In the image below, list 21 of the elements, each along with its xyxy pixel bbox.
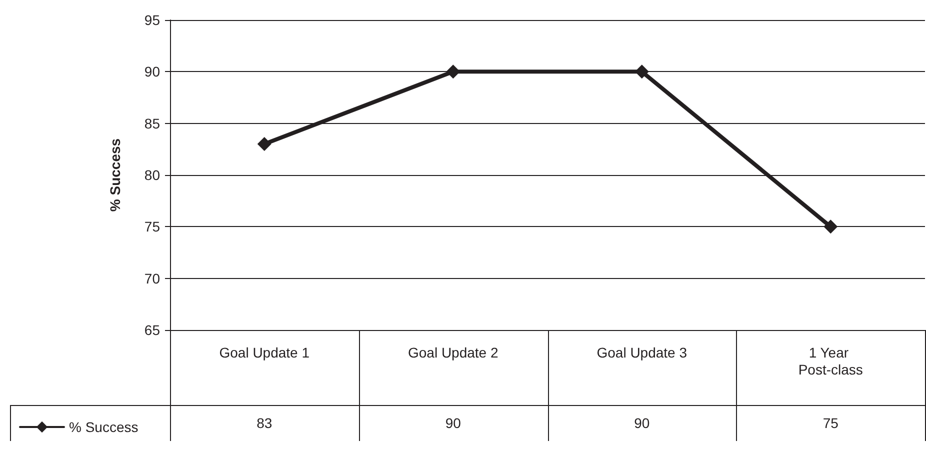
x-tick-label: Goal Update 3 — [596, 344, 688, 360]
x-tick-label: Goal Update 1 — [219, 344, 310, 360]
y-tick-label: 75 — [144, 218, 160, 235]
x-tick-label: Goal Update 2 — [408, 344, 498, 360]
x-tick-label: 1 Year Post-class — [798, 344, 863, 378]
point — [446, 64, 460, 79]
data-label: 75 — [822, 414, 840, 433]
y-tick-label: 95 — [144, 12, 160, 28]
point — [257, 137, 272, 151]
y-axis-title: % Success — [107, 138, 123, 212]
point — [634, 64, 649, 79]
y-tick-label: 90 — [144, 64, 160, 80]
data-label: 90 — [633, 414, 651, 433]
y-tick-label: 65 — [144, 322, 160, 338]
y-tick-label: 70 — [144, 270, 160, 286]
data-label: 90 — [444, 414, 462, 433]
data-label: 83 — [256, 414, 274, 433]
legend-label: % Success — [69, 419, 138, 435]
y-tick-label: 80 — [144, 167, 160, 183]
point — [824, 220, 838, 234]
y-tick-label: 85 — [144, 115, 160, 132]
